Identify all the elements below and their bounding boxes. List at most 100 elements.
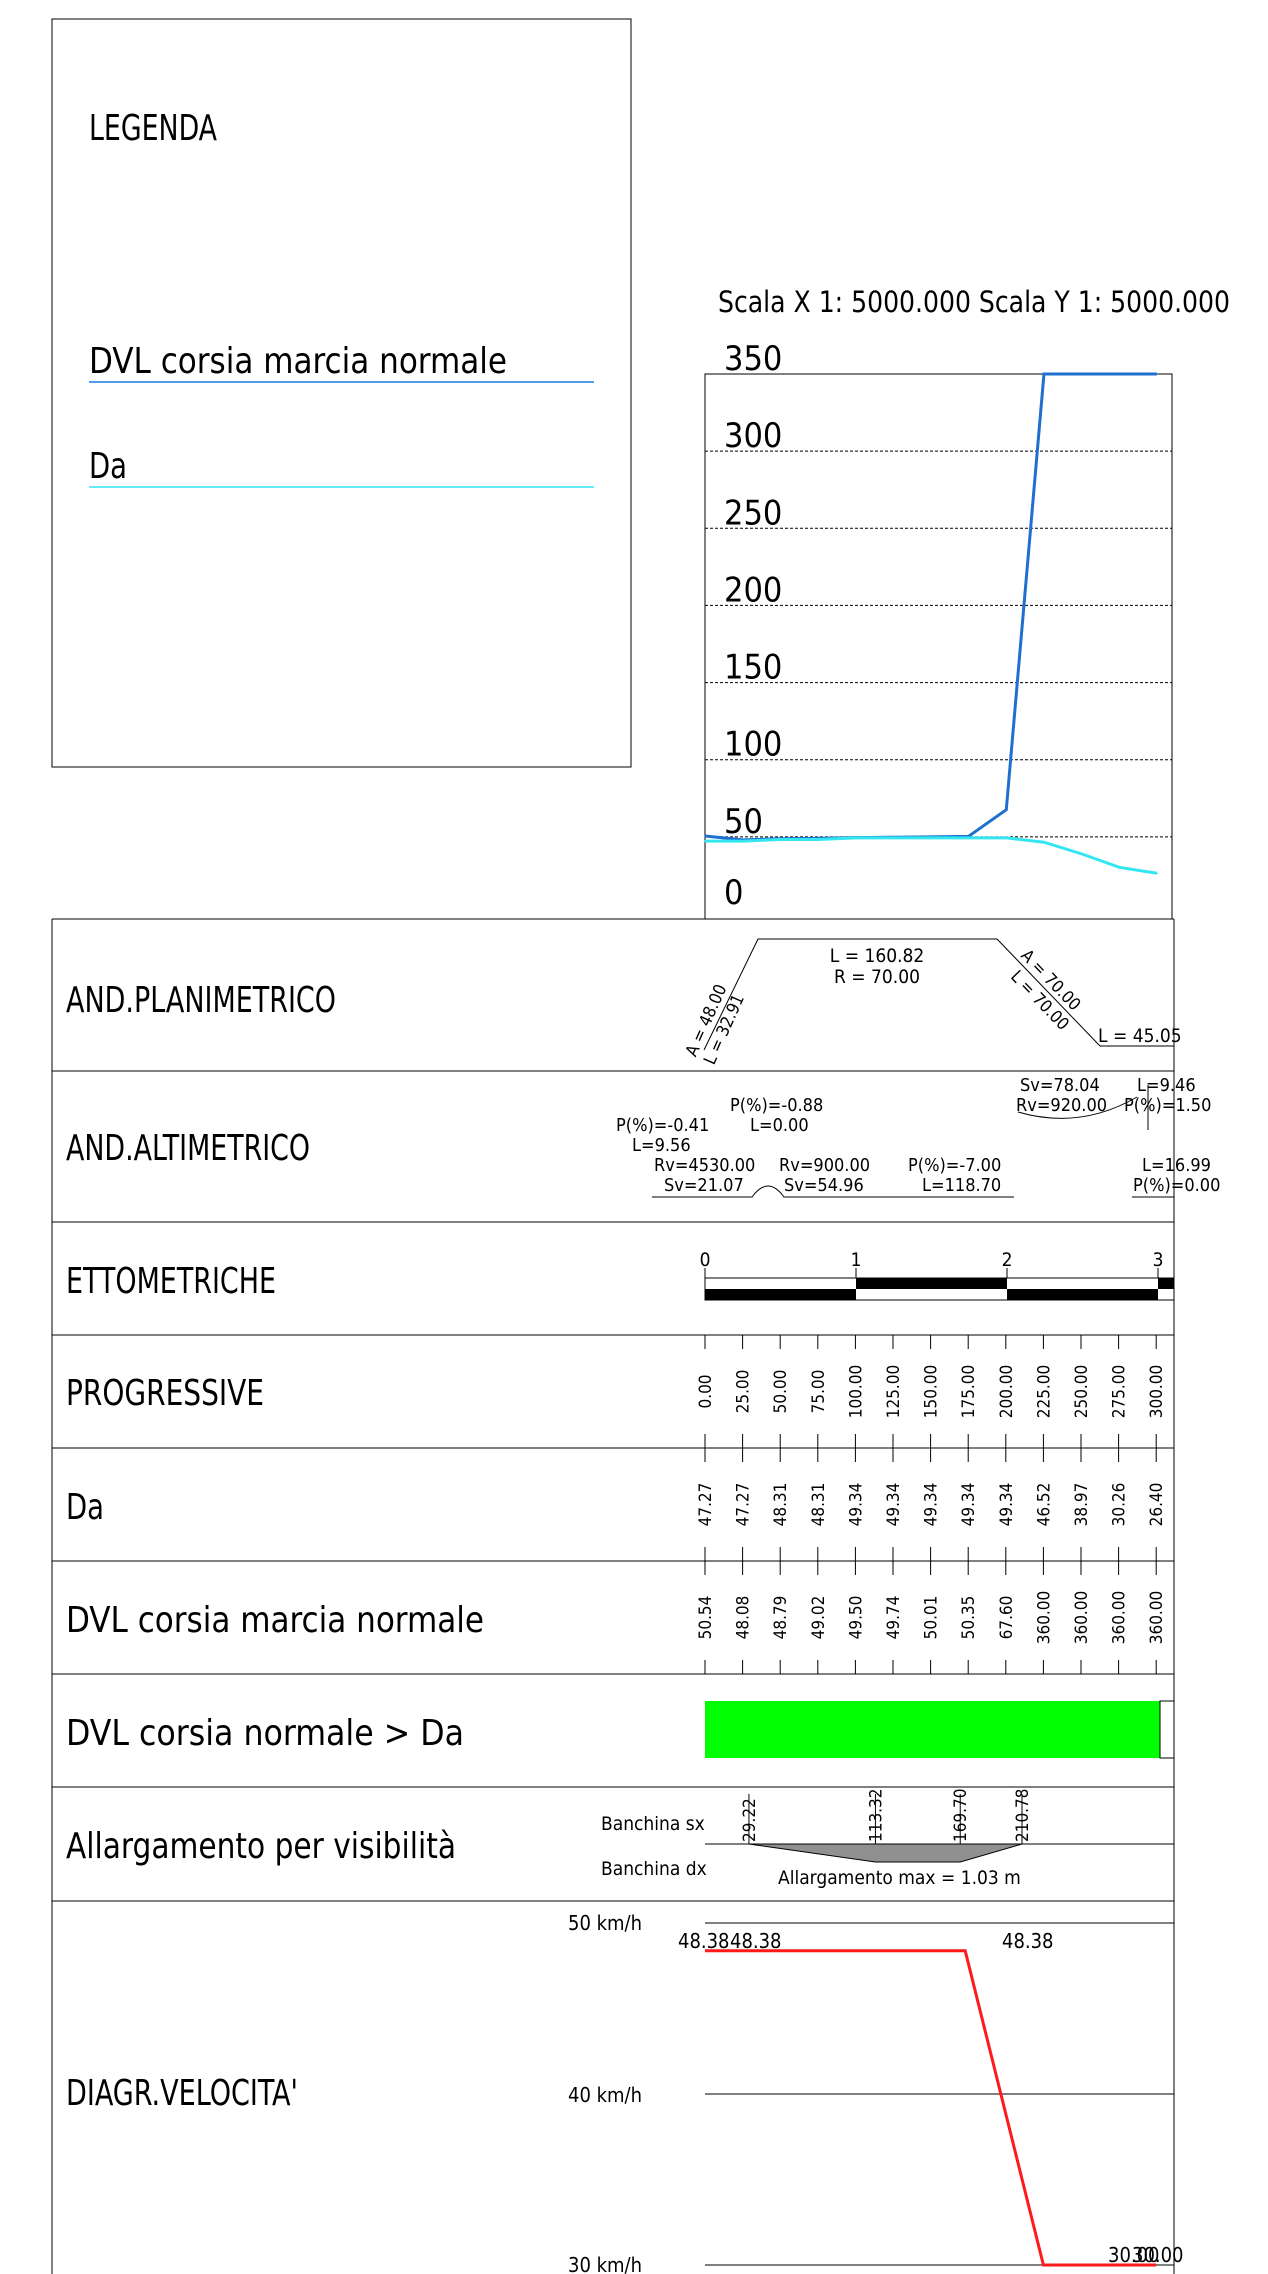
altimetrico-sv3: Sv=78.04 [1020, 1075, 1100, 1096]
banchina-sx-label: Banchina sx [601, 1813, 705, 1835]
dvl-value: 49.02 [809, 1596, 829, 1640]
dvl-value: 49.50 [846, 1596, 866, 1640]
visibility-chart: 350 300 250 200 150 100 50 0 [704, 339, 1173, 920]
row-label-planimetrico: AND.PLANIMETRICO [66, 980, 336, 1021]
planimetrico-straight-l: L = 45.05 [1098, 1025, 1182, 1047]
row-label-da: Da [66, 1487, 104, 1528]
dvl-value: 360.00 [1034, 1591, 1054, 1645]
da-value: 49.34 [846, 1483, 866, 1527]
velocita-label: 30.00 [1132, 2243, 1184, 2267]
ettometrica-segment [1007, 1289, 1158, 1300]
progressive-value: 225.00 [1034, 1365, 1054, 1419]
progressive-value: 200.00 [997, 1365, 1017, 1419]
progressive-value: 50.00 [771, 1370, 791, 1414]
series-point [967, 837, 970, 839]
ettometrica-label: 2 [1002, 1249, 1013, 1271]
da-value: 49.34 [922, 1483, 942, 1527]
y-tick-label: 100 [724, 725, 782, 765]
series-point [930, 837, 932, 839]
altimetrico-rv2: Rv=900.00 [779, 1155, 870, 1176]
series-line-1 [705, 836, 1158, 875]
altimetrico-p1: P(%)=-0.41 [616, 1115, 709, 1136]
altimetrico-l3: L=118.70 [922, 1175, 1001, 1196]
altimetrico-p2: P(%)=-0.88 [730, 1095, 823, 1116]
series-point [1118, 866, 1121, 869]
velocita-axis-40: 40 km/h [568, 2083, 642, 2107]
ettometrica-label: 3 [1153, 1249, 1164, 1271]
dvl-value: 50.01 [922, 1596, 942, 1640]
ettometrica-segment [1158, 1278, 1174, 1289]
row-label-dvl-da: DVL corsia normale > Da [66, 1713, 464, 1754]
row-label-altimetrico: AND.ALTIMETRICO [66, 1128, 310, 1169]
y-tick-label: 250 [724, 493, 782, 533]
altimetrico-l2: L=0.00 [750, 1115, 809, 1136]
dvl-value: 48.08 [734, 1596, 754, 1640]
profile-table [51, 918, 1175, 2274]
altimetrico-p5: P(%)=0.00 [1133, 1175, 1220, 1196]
series-point [892, 837, 895, 839]
velocita-label: 48.38 [730, 1929, 782, 1953]
altimetrico-diagram: P(%)=-0.41 L=9.56 Rv=4530.00 Sv=21.07 P(… [616, 1075, 1220, 1198]
velocita-label: 48.38 [678, 1929, 730, 1953]
table-content: 0 1 2 30.00 25.00 50.00 75.00 100.00 125.00 150.0… [678, 1249, 1184, 2267]
progressive-value: 25.00 [734, 1370, 754, 1414]
da-value: 48.31 [771, 1483, 791, 1527]
legend-item-da-label: Da [89, 446, 127, 487]
series-point [1080, 853, 1083, 855]
da-value: 49.34 [884, 1483, 904, 1527]
altimetrico-rv1: Rv=4530.00 [654, 1155, 755, 1176]
y-tick-label: 300 [724, 416, 782, 456]
velocita-label: 30.00 [1108, 2243, 1160, 2267]
legend-box [51, 18, 632, 768]
da-value: 48.31 [809, 1483, 829, 1527]
ettometrica-segment [856, 1278, 1007, 1289]
dvl-da-bar-end [1159, 1700, 1175, 1759]
banchina-dx-label: Banchina dx [601, 1858, 707, 1880]
progressive-value: 75.00 [809, 1370, 829, 1414]
y-tick-label: 0 [724, 873, 743, 913]
progressive-value: 275.00 [1110, 1365, 1130, 1419]
widening-mark: 210.78 [1013, 1789, 1033, 1843]
ettometrica-label: 0 [700, 1249, 711, 1271]
row-label-ettometriche: ETTOMETRICHE [66, 1261, 276, 1302]
series-point [704, 835, 706, 837]
da-value: 47.27 [696, 1483, 716, 1527]
da-value: 26.40 [1147, 1483, 1167, 1527]
row-label-progressive: PROGRESSIVE [66, 1373, 264, 1414]
ettometrica-label: 1 [851, 1249, 862, 1271]
dvl-value: 48.79 [771, 1596, 791, 1640]
da-value: 38.97 [1072, 1483, 1092, 1527]
dvl-value: 360.00 [1147, 1591, 1167, 1645]
planimetrico-diagram: A = 48.00 L = 32.91 L = 160.82 R = 70.00… [682, 938, 1182, 1068]
progressive-value: 300.00 [1147, 1365, 1167, 1419]
progressive-value: 125.00 [884, 1365, 904, 1419]
widening-mark: 29.22 [740, 1798, 760, 1842]
da-value: 46.52 [1034, 1483, 1054, 1527]
widening-mark: 169.70 [951, 1789, 971, 1843]
series-point [1043, 373, 1045, 375]
velocita-line [705, 1949, 1157, 2267]
altimetrico-l4: L=9.46 [1137, 1075, 1196, 1096]
legend-item-dvl-label: DVL corsia marcia normale [89, 341, 507, 382]
y-tick-label: 150 [724, 648, 782, 688]
planimetrico-arc-l: L = 160.82 [830, 945, 925, 967]
row-label-velocita: DIAGR.VELOCITA' [66, 2073, 298, 2114]
series-point [854, 837, 857, 839]
altimetrico-p3: P(%)=-7.00 [908, 1155, 1001, 1176]
y-tick-label: 350 [724, 339, 782, 379]
altimetrico-l5: L=16.99 [1142, 1155, 1211, 1176]
altimetrico-sv2: Sv=54.96 [784, 1175, 864, 1196]
series-point [779, 838, 782, 841]
series-point [741, 840, 744, 842]
da-value: 30.26 [1110, 1483, 1130, 1527]
dvl-da-bar [705, 1701, 1160, 1758]
y-tick-label: 50 [724, 802, 763, 842]
dvl-value: 360.00 [1110, 1591, 1130, 1645]
y-tick-label: 200 [724, 570, 782, 610]
progressive-value: 150.00 [922, 1365, 942, 1419]
dvl-value: 49.74 [884, 1596, 904, 1640]
velocita-axis-30: 30 km/h [568, 2253, 642, 2274]
dvl-value: 67.60 [997, 1596, 1017, 1640]
progressive-value: 100.00 [846, 1365, 866, 1419]
